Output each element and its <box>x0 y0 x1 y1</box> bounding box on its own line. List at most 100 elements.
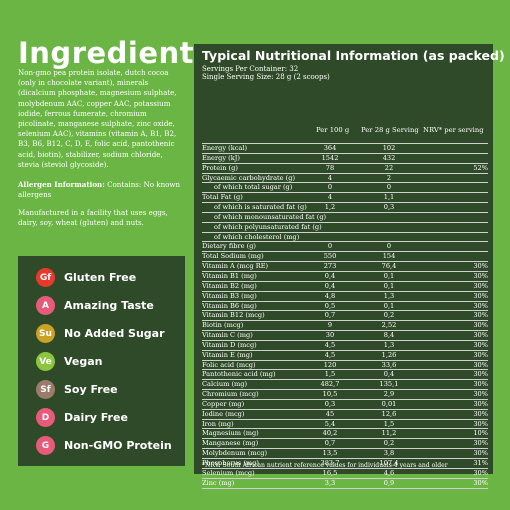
table-row: of which total sugar (g) 0 0 <box>202 183 488 194</box>
nutrient-label: of which cholesterol (mg) <box>214 232 300 241</box>
per-100g-value: 4,5 <box>324 340 336 349</box>
per-100g-value: 3,3 <box>324 478 336 487</box>
nrv-value: 30% <box>473 331 488 340</box>
table-row: Copper (mg) 0,3 0,01 30% <box>202 400 488 410</box>
per-100g-value: 0,4 <box>324 271 336 280</box>
table-row: Vitamin B2 (mg) 0,4 0,1 30% <box>202 282 488 292</box>
non-gmo-badge-icon: G <box>36 436 55 455</box>
claim-label: Soy Free <box>64 383 118 396</box>
per-100g-value: 4 <box>327 193 333 202</box>
nutrient-label: Vitamin B12 (mcg) <box>202 311 265 320</box>
per-serving-value: 135,1 <box>379 380 399 389</box>
soy-free-badge-icon: Sf <box>36 380 55 399</box>
per-serving-value: 8,4 <box>383 331 395 340</box>
table-row: of which polyunsaturated fat (g) <box>202 223 488 233</box>
manufactured-note: Manufactured in a facility that uses egg… <box>18 208 168 228</box>
per-100g-value: 10,5 <box>322 390 338 399</box>
per-serving-value: 1,26 <box>381 350 397 359</box>
nutrient-label: Pantothenic acid (mg) <box>202 370 276 379</box>
per-serving-value: 0,9 <box>383 478 395 487</box>
table-row: Vitamin B6 (mg) 0,5 0,1 30% <box>202 302 488 312</box>
table-row: of which is saturated fat (g) 1,2 0,3 <box>202 203 488 213</box>
nutrient-label: of which total sugar (g) <box>214 183 293 192</box>
table-row: Molybdenum (mcg) 13,5 3,8 30% <box>202 449 488 459</box>
per-serving-value: 12,6 <box>381 409 397 418</box>
per-100g-value: 16,5 <box>322 468 338 477</box>
claim-non-gmo: G Non-GMO Protein <box>36 436 172 455</box>
table-row: Vitamin C (mg) 30 8,4 30% <box>202 331 488 341</box>
per-serving-value: 1,5 <box>383 419 395 428</box>
gluten-free-badge-icon: Gf <box>36 268 55 287</box>
nutrient-label: Vitamin C (mg) <box>202 331 253 340</box>
nutrient-label: Energy (kJ) <box>202 153 240 162</box>
per-serving-value: 4,6 <box>383 468 395 477</box>
per-100g-value: 9 <box>327 321 333 330</box>
per-100g-value: 1,2 <box>324 203 336 212</box>
nrv-value: 30% <box>473 439 488 448</box>
per-serving-value: 11,2 <box>381 429 397 438</box>
per-100g-value: 0,5 <box>324 301 336 310</box>
per-serving-value: 2 <box>386 173 392 182</box>
claim-vegan: Ve Vegan <box>36 352 103 371</box>
table-row: Biotin (mcg) 9 2,52 30% <box>202 321 488 332</box>
table-row: Chromium (mcg) 10,5 2,9 30% <box>202 390 488 400</box>
per-serving-value: 0,1 <box>383 301 395 310</box>
nrv-value: 30% <box>473 271 488 280</box>
per-100g-value: 383,7 <box>320 459 340 467</box>
nutrient-label: Vitamin E (mg) <box>202 350 253 359</box>
nrv-value: 30% <box>473 291 488 300</box>
per-100g-value: 0 <box>327 183 333 192</box>
per-100g-value: 0,7 <box>324 311 336 320</box>
per-serving-value: 1,1 <box>383 193 395 202</box>
nutrient-label: Vitamin B3 (mg) <box>202 291 257 300</box>
claim-no-added-sugar: Su No Added Sugar <box>36 324 165 343</box>
table-row: of which cholesterol (mg) <box>202 233 488 243</box>
nrv-value: 30% <box>473 399 488 408</box>
nutrient-label: Total Sodium (mg) <box>202 252 264 261</box>
per-serving-value: 0,1 <box>383 271 395 280</box>
nutrient-label: of which is saturated fat (g) <box>214 203 307 212</box>
nutrient-label: Vitamin B6 (mg) <box>202 301 257 310</box>
nutrient-label: Dietary fibre (g) <box>202 242 256 251</box>
ingredients-text: Non-gmo pea protein isolate, dutch cocoa… <box>18 68 177 169</box>
table-row: Phosphorus (mg) 383,7 107,4 31% <box>202 459 488 469</box>
per-serving-value: 0 <box>386 242 392 251</box>
per-100g-value: 0,4 <box>324 281 336 290</box>
per-100g-value: 1542 <box>321 153 339 162</box>
nrv-value: 30% <box>473 321 488 330</box>
nutrient-label: Glycaemic carbohydrate (g) <box>202 173 296 182</box>
nutrient-label: Protein (g) <box>202 163 238 172</box>
nrv-value: 30% <box>473 340 488 349</box>
nrv-value: 10% <box>473 429 488 438</box>
header-per-serving: Per 28 g Serving <box>361 126 419 134</box>
table-row: Vitamin E (mg) 4,5 1,26 30% <box>202 351 488 361</box>
nrv-value: 30% <box>473 449 488 458</box>
per-100g-value: 5,4 <box>324 419 336 428</box>
table-top-rule <box>202 143 488 144</box>
table-row: Calcium (mg) 482,7 135,1 30% <box>202 380 488 391</box>
table-row: Zinc (mg) 3,3 0,9 30% <box>202 479 488 489</box>
table-row: Manganese (mg) 0,7 0,2 30% <box>202 439 488 450</box>
claims-panel: Gf Gluten Free A Amazing Taste Su No Add… <box>18 256 185 466</box>
nutrient-label: Molybdenum (mcg) <box>202 449 268 458</box>
table-row: Folic acid (mcg) 120 33,6 30% <box>202 361 488 371</box>
table-row: Vitamin B12 (mcg) 0,7 0,2 30% <box>202 311 488 322</box>
per-100g-value: 40,2 <box>322 429 338 438</box>
table-row: Iron (mg) 5,4 1,5 30% <box>202 420 488 430</box>
per-100g-value: 120 <box>323 360 337 369</box>
table-row: Energy (kJ) 1542 432 <box>202 154 488 164</box>
per-serving-value: 76,4 <box>381 262 397 271</box>
claim-label: Amazing Taste <box>64 299 154 312</box>
claim-soy-free: Sf Soy Free <box>36 380 118 399</box>
nutrient-label: Copper (mg) <box>202 399 245 408</box>
ingredients-title: Ingredients: <box>18 36 224 70</box>
per-100g-value: 30 <box>325 331 335 340</box>
nrv-value: 30% <box>473 281 488 290</box>
table-row: Selenium (mcg) 16,5 4,6 30% <box>202 469 488 479</box>
per-serving-value: 2,9 <box>383 390 395 399</box>
nrv-value: 30% <box>473 301 488 310</box>
table-row: Energy (kcal) 364 102 <box>202 144 488 154</box>
nutrient-label: Manganese (mg) <box>202 439 259 448</box>
header-per-100g: Per 100 g <box>316 126 350 134</box>
per-serving-value: 0,1 <box>383 281 395 290</box>
